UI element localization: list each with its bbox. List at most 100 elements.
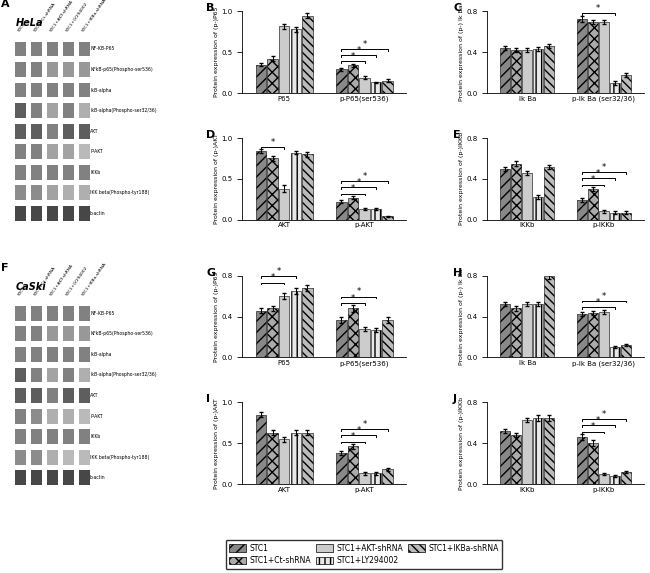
Bar [302,288,313,358]
Bar [359,77,370,93]
Text: IKK beta(Phospho-tyr188): IKK beta(Phospho-tyr188) [90,455,150,460]
Bar [47,144,58,159]
Bar [348,308,358,358]
Text: E: E [453,130,461,140]
Bar [63,124,73,139]
Text: IkB-alpha: IkB-alpha [90,352,111,357]
Bar [15,347,26,362]
Text: *: * [357,178,361,187]
Bar [359,209,370,219]
Text: *: * [363,172,367,181]
Text: J: J [453,394,457,404]
Bar [544,46,554,93]
Bar [512,163,521,219]
Bar [599,474,608,484]
Bar [63,83,73,97]
Bar [382,320,393,358]
Bar [577,437,587,484]
Text: *: * [596,169,601,178]
Bar [599,22,608,93]
Text: *: * [357,288,361,296]
Text: *: * [276,267,281,276]
Bar [47,409,58,423]
Bar [47,388,58,403]
Bar [621,74,630,93]
Text: C: C [453,3,461,13]
Bar [47,206,58,221]
Bar [31,186,42,200]
Bar [610,213,619,219]
Text: IKK beta(Phospho-tyr188): IKK beta(Phospho-tyr188) [90,190,150,195]
Bar [533,197,543,219]
Text: *: * [351,52,355,61]
Bar [31,450,42,465]
Text: F: F [1,264,8,273]
Bar [31,165,42,180]
Text: NF-KB-P65: NF-KB-P65 [90,46,114,52]
Text: STC1+Ct-shRNA: STC1+Ct-shRNA [33,265,57,297]
Bar [31,470,42,485]
Bar [79,409,90,423]
Bar [79,41,90,56]
Bar [15,450,26,465]
Bar [47,347,58,362]
Text: b-actin: b-actin [90,475,106,480]
Bar [15,327,26,342]
Bar [302,154,313,219]
Bar [79,206,90,221]
Bar [500,48,510,93]
Bar [533,49,543,93]
Text: IkB-alpha(Phospho-ser32/36): IkB-alpha(Phospho-ser32/36) [90,108,157,113]
Text: *: * [351,184,355,193]
Bar [512,435,521,484]
Bar [63,470,73,485]
Bar [544,167,554,219]
Text: IkB-alpha: IkB-alpha [90,88,111,93]
Text: NF-KB-P65: NF-KB-P65 [90,311,114,316]
Text: b-actin: b-actin [90,211,106,216]
Bar [31,62,42,77]
Text: P-AKT: P-AKT [90,414,103,419]
Bar [302,15,313,93]
Text: STC1+LY294002: STC1+LY294002 [65,1,88,32]
Bar [63,347,73,362]
Bar [588,313,597,358]
Bar [610,83,619,93]
Bar [63,388,73,403]
Bar [79,165,90,180]
Text: *: * [596,3,601,13]
Bar [291,291,301,358]
Bar [279,26,289,93]
Bar [512,50,521,93]
Bar [267,433,278,484]
Bar [47,327,58,342]
Bar [63,368,73,382]
Bar [15,124,26,139]
Text: *: * [363,420,367,429]
Bar [256,311,266,358]
Text: I: I [206,394,211,404]
Bar [15,144,26,159]
Bar [577,18,587,93]
Bar [500,304,510,358]
Bar [336,69,346,93]
Text: STC1+Ct-shRNA: STC1+Ct-shRNA [33,1,57,32]
Text: IKKb: IKKb [90,434,100,439]
Bar [47,470,58,485]
Text: STC1: STC1 [17,21,27,32]
Bar [588,443,597,484]
Bar [302,433,313,484]
Bar [371,473,382,484]
Bar [522,172,532,219]
Text: *: * [596,297,601,307]
Bar [15,470,26,485]
Text: *: * [591,422,595,431]
Bar [15,368,26,382]
Bar [63,450,73,465]
Bar [348,198,358,219]
Text: *: * [602,410,606,419]
Bar [15,306,26,321]
Bar [79,124,90,139]
Text: D: D [206,130,216,140]
Bar [621,213,630,219]
